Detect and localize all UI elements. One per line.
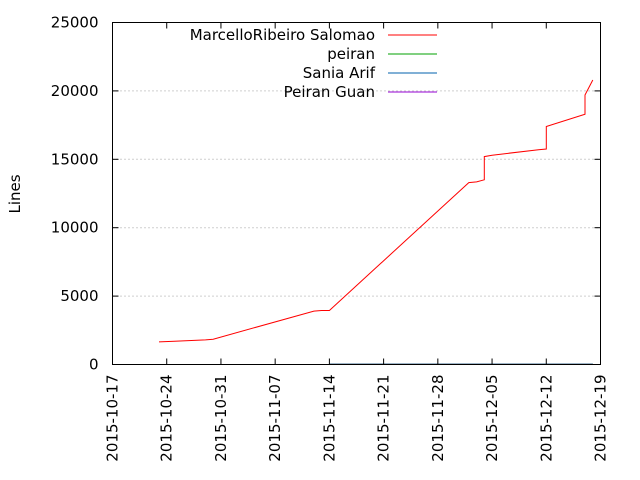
grid-lines [112, 90, 601, 297]
y-tick-label: 25000 [51, 14, 99, 32]
y-tick-label: 10000 [51, 219, 99, 237]
x-tick-label: 2015-10-31 [212, 375, 230, 462]
y-tick-label: 20000 [51, 82, 99, 100]
x-tick-label: 2015-12-12 [537, 375, 555, 462]
x-tick-label: 2015-11-07 [266, 375, 284, 462]
y-axis-ticks: 0 5000 10000 15000 20000 25000 [51, 14, 601, 374]
x-tick-label: 2015-11-21 [375, 375, 393, 462]
series-lines [158, 79, 594, 365]
x-tick-label: 2015-10-24 [158, 375, 176, 462]
series-line [158, 79, 594, 343]
y-axis-label: Lines [6, 174, 24, 213]
plot-frame [112, 22, 601, 365]
legend-label: peiran [327, 45, 375, 63]
legend-label: Peiran Guan [284, 83, 375, 101]
x-tick-label: 2015-11-28 [429, 375, 447, 462]
x-tick-label: 2015-11-14 [320, 375, 338, 462]
y-tick-label: 0 [89, 356, 99, 374]
legend-label: MarcelloRibeiro Salomao [190, 26, 375, 44]
y-tick-label: 15000 [51, 150, 99, 168]
x-tick-label: 2015-10-17 [104, 375, 122, 462]
x-tick-label: 2015-12-19 [592, 375, 610, 462]
legend-label: Sania Arif [303, 64, 376, 82]
x-tick-label: 2015-12-05 [483, 375, 501, 462]
y-tick-label: 5000 [60, 287, 98, 305]
x-axis-ticks: 2015-10-17 2015-10-24 2015-10-31 2015-11-07… [104, 22, 610, 462]
